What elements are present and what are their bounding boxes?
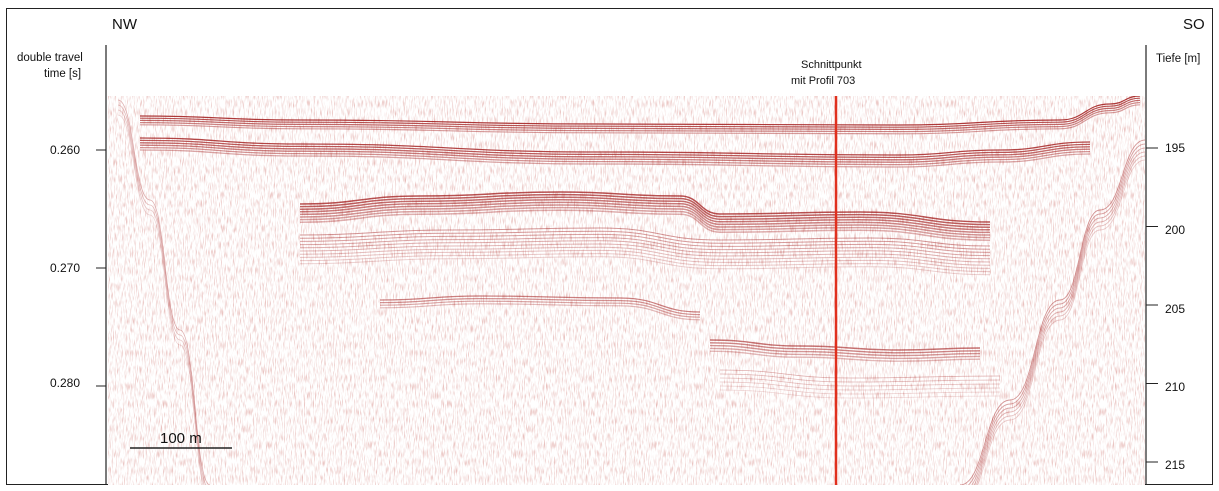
left-tick-label: 0.280 — [50, 376, 81, 390]
reflector — [709, 344, 981, 357]
reflector — [139, 99, 1141, 131]
reflector — [719, 369, 1001, 379]
reflector — [719, 389, 1001, 399]
reflector — [379, 303, 701, 321]
left-tick-label: 0.260 — [50, 143, 81, 157]
reflector — [299, 253, 991, 273]
reflector — [117, 109, 205, 485]
reflector — [299, 196, 991, 228]
reflector — [139, 146, 1091, 166]
reflector — [975, 155, 1145, 485]
reflector — [719, 381, 1001, 391]
reflector — [299, 256, 991, 276]
reflector — [299, 230, 991, 250]
reflector — [299, 243, 991, 263]
reflector — [139, 137, 1091, 156]
reflector — [967, 143, 1145, 485]
reflector — [117, 99, 211, 485]
reflector — [299, 246, 991, 266]
reflector — [299, 233, 991, 253]
reflector — [299, 237, 991, 257]
right-axis-title: Tiefe [m] — [1156, 53, 1201, 65]
reflector — [719, 377, 1001, 387]
reflector — [139, 142, 1091, 161]
reflector — [299, 227, 991, 247]
reflector — [299, 206, 991, 239]
direction-nw-label: NW — [112, 16, 137, 33]
reflector — [719, 373, 1001, 383]
left-axis-title-line1: double travel — [17, 52, 83, 64]
reflector — [139, 96, 1141, 126]
reflector — [299, 191, 991, 223]
marker-label-line1: Schnittpunkt — [801, 59, 862, 71]
reflector — [299, 193, 991, 226]
reflector — [139, 139, 1091, 159]
left-axis-title-line2: time [s] — [44, 68, 82, 80]
axes — [96, 45, 1158, 485]
reflector — [117, 104, 207, 485]
reflector — [709, 339, 981, 351]
reflector — [379, 297, 701, 316]
reflector — [139, 144, 1091, 163]
right-tick-label: 205 — [1165, 302, 1186, 316]
reflector — [379, 300, 701, 318]
seismic-section — [108, 96, 1145, 485]
reflector — [299, 204, 991, 236]
seismic-noise — [108, 96, 1145, 485]
reflector — [977, 159, 1145, 485]
reflector — [719, 385, 1001, 395]
reflector — [971, 147, 1145, 485]
reflector — [709, 347, 981, 360]
right-tick-label: 215 — [1165, 458, 1186, 472]
right-tick-label: 200 — [1165, 223, 1186, 237]
reflector — [299, 199, 991, 231]
right-tick-label: 210 — [1165, 380, 1186, 394]
reflector — [299, 240, 991, 260]
reflector — [709, 342, 981, 354]
direction-so-label: SO — [1183, 16, 1205, 33]
reflector — [299, 249, 991, 269]
scalebar-label: 100 m — [160, 430, 202, 447]
reflector — [709, 350, 981, 362]
reflector — [139, 104, 1141, 135]
right-tick-label: 195 — [1165, 141, 1186, 155]
reflector — [139, 97, 1141, 128]
marker-label-line2: mit Profil 703 — [791, 75, 856, 87]
reflector — [117, 114, 204, 485]
left-tick-label: 0.270 — [50, 261, 81, 275]
reflector — [139, 102, 1141, 133]
reflector — [139, 149, 1091, 168]
reflector — [299, 209, 991, 241]
reflector — [973, 151, 1145, 485]
reflector — [299, 201, 991, 234]
reflector — [959, 139, 1145, 485]
reflector — [379, 295, 701, 313]
